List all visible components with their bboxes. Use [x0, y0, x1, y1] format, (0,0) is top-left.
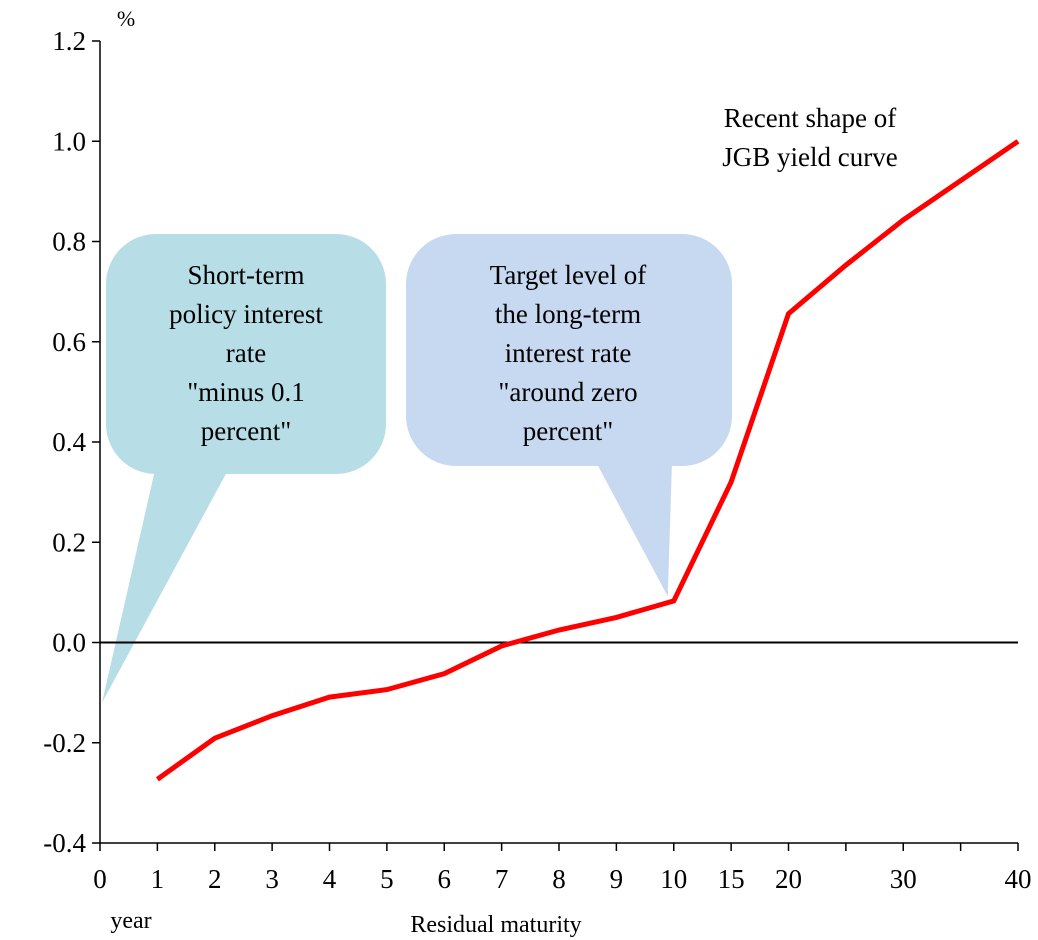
x-tick-label: 9	[610, 864, 624, 894]
series-group	[155, 139, 1020, 782]
short-term-callout-box	[106, 234, 386, 474]
x-tick-label: 8	[552, 864, 566, 894]
y-tick-label: 1.0	[52, 126, 86, 156]
long-term-callout	[406, 234, 732, 597]
x-ticks: 0 1 2 3 4 5 6 7 8 9 10 15 20 30 40	[93, 843, 1032, 894]
callout-line: percent"	[523, 416, 613, 446]
y-tick-label: -0.4	[43, 828, 86, 858]
callout-line: "minus 0.1	[187, 377, 305, 407]
callout-line: the long-term	[495, 299, 641, 329]
y-tick-label: 1.2	[52, 26, 86, 56]
x-tick-label: 7	[495, 864, 509, 894]
long-term-callout-pointer	[596, 462, 672, 597]
callout-line: policy interest	[169, 299, 323, 329]
callout-line: "around zero	[498, 377, 637, 407]
x-axis-title: Residual maturity	[410, 912, 581, 938]
x-tick-label: 5	[380, 864, 394, 894]
x-tick-label: 4	[323, 864, 337, 894]
y-tick-label: 0.4	[52, 427, 86, 457]
short-term-callout-text: Short-term policy interest rate "minus 0…	[169, 260, 323, 446]
x-tick-label: 1	[151, 864, 165, 894]
x-tick-label: 30	[890, 864, 917, 894]
x-tick-label: 2	[208, 864, 222, 894]
y-ticks: -0.4 -0.2 0.0 0.2 0.4 0.6 0.8 1.0 1.2	[43, 26, 100, 858]
x-tick-label: 0	[93, 864, 107, 894]
x-tick-label: 6	[438, 864, 452, 894]
x-tick-label: 15	[718, 864, 745, 894]
y-tick-label: 0.8	[52, 227, 86, 257]
callout-line: rate	[226, 338, 266, 368]
x-tick-label: 20	[775, 864, 802, 894]
long-term-callout-text: Target level of the long-term interest r…	[490, 260, 647, 446]
callout-line: percent"	[201, 416, 291, 446]
long-term-callout-box	[406, 234, 732, 466]
callout-line: Target level of	[490, 260, 647, 290]
y-unit-label: %	[117, 6, 135, 31]
curve-label-line: JGB yield curve	[722, 142, 897, 172]
x-tick-label: 3	[265, 864, 279, 894]
curve-label: Recent shape of JGB yield curve	[722, 103, 897, 172]
y-tick-label: 0.6	[52, 327, 86, 357]
short-term-callout	[102, 234, 386, 703]
x-tick-label: 40	[1005, 864, 1032, 894]
x-unit-label: year	[110, 908, 151, 934]
y-tick-label: 0.2	[52, 527, 86, 557]
callout-line: interest rate	[505, 338, 632, 368]
y-tick-label: 0.0	[52, 628, 86, 658]
curve-label-line: Recent shape of	[724, 103, 896, 133]
short-term-callout-pointer	[102, 470, 228, 703]
y-tick-label: -0.2	[43, 728, 86, 758]
callout-line: Short-term	[188, 260, 305, 290]
x-tick-label: 10	[660, 864, 687, 894]
